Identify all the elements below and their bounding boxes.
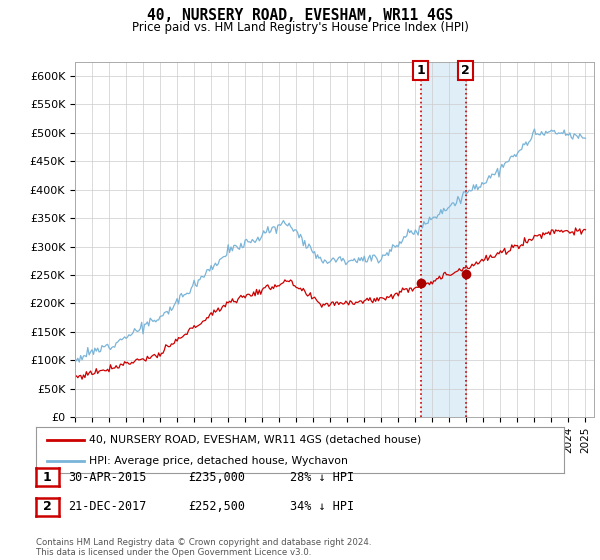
Text: 1: 1 [43, 470, 52, 484]
Text: 40, NURSERY ROAD, EVESHAM, WR11 4GS (detached house): 40, NURSERY ROAD, EVESHAM, WR11 4GS (det… [89, 435, 421, 445]
Text: 40, NURSERY ROAD, EVESHAM, WR11 4GS: 40, NURSERY ROAD, EVESHAM, WR11 4GS [147, 8, 453, 24]
Text: 21-DEC-2017: 21-DEC-2017 [68, 500, 146, 514]
Text: £252,500: £252,500 [188, 500, 245, 514]
Text: 34% ↓ HPI: 34% ↓ HPI [290, 500, 354, 514]
Text: Contains HM Land Registry data © Crown copyright and database right 2024.
This d: Contains HM Land Registry data © Crown c… [36, 538, 371, 557]
Text: 2: 2 [461, 64, 470, 77]
Text: 2: 2 [43, 500, 52, 514]
Text: 28% ↓ HPI: 28% ↓ HPI [290, 470, 354, 484]
Text: 1: 1 [416, 64, 425, 77]
Text: HPI: Average price, detached house, Wychavon: HPI: Average price, detached house, Wych… [89, 456, 347, 466]
Text: £235,000: £235,000 [188, 470, 245, 484]
Bar [421, 62, 466, 417]
Text: 30-APR-2015: 30-APR-2015 [68, 470, 146, 484]
Text: Price paid vs. HM Land Registry's House Price Index (HPI): Price paid vs. HM Land Registry's House … [131, 21, 469, 34]
